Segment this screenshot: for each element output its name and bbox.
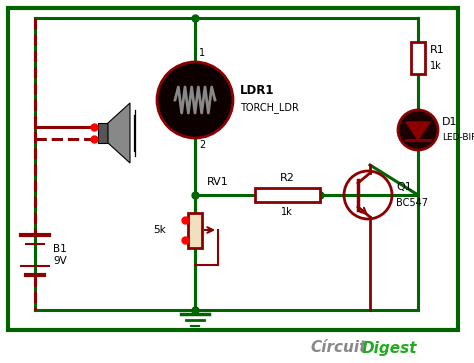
- Polygon shape: [406, 122, 430, 140]
- Text: Digest: Digest: [362, 340, 418, 355]
- Polygon shape: [108, 103, 130, 163]
- Bar: [188, 213, 202, 248]
- Text: B1
9V: B1 9V: [53, 244, 67, 266]
- Text: LDR1: LDR1: [240, 83, 274, 97]
- Bar: [255, 188, 320, 202]
- Text: Círcuit: Círcuit: [310, 340, 366, 355]
- Text: BC547: BC547: [396, 198, 428, 208]
- Text: 5k: 5k: [153, 225, 166, 235]
- Text: R1: R1: [430, 45, 445, 55]
- Circle shape: [157, 62, 233, 138]
- Text: 2: 2: [199, 140, 205, 150]
- Text: 1k: 1k: [430, 61, 442, 71]
- Bar: [8, 8, 458, 330]
- Text: 1k: 1k: [281, 207, 293, 217]
- Text: D1: D1: [442, 117, 457, 127]
- Text: Q1: Q1: [396, 182, 412, 192]
- Circle shape: [398, 110, 438, 150]
- Text: R2: R2: [280, 173, 294, 183]
- Text: LED-BIRG: LED-BIRG: [442, 134, 474, 143]
- Text: RV1: RV1: [207, 177, 229, 187]
- Text: TORCH_LDR: TORCH_LDR: [240, 102, 299, 114]
- Bar: [411, 42, 425, 74]
- Text: 1: 1: [199, 48, 205, 58]
- Bar: [98, 123, 108, 143]
